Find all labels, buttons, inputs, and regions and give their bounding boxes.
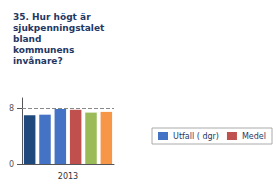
svg-text:8: 8: [9, 104, 14, 113]
svg-text:0: 0: [9, 160, 14, 169]
svg-text:invånare?: invånare?: [13, 56, 63, 66]
svg-text:2013: 2013: [58, 172, 78, 181]
svg-text:kommunens: kommunens: [13, 45, 74, 55]
svg-text:bland: bland: [13, 34, 41, 44]
svg-text:Utfall ( dgr): Utfall ( dgr): [173, 132, 219, 141]
svg-text:35. Hur högt är: 35. Hur högt är: [13, 12, 91, 22]
svg-text:sjukpenningstalet: sjukpenningstalet: [13, 23, 105, 33]
svg-text:Medel: Medel: [242, 132, 266, 141]
